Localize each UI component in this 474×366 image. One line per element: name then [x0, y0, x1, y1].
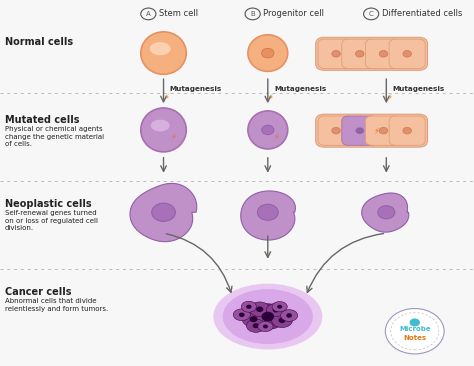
Ellipse shape — [281, 310, 298, 321]
Circle shape — [378, 206, 395, 219]
Text: ⚡: ⚡ — [273, 132, 279, 141]
Circle shape — [385, 309, 444, 354]
FancyBboxPatch shape — [318, 116, 354, 145]
Ellipse shape — [242, 311, 265, 327]
FancyBboxPatch shape — [365, 39, 401, 68]
Circle shape — [278, 317, 286, 323]
Polygon shape — [241, 191, 295, 240]
Circle shape — [356, 127, 364, 134]
Text: Mutagenesis: Mutagenesis — [392, 86, 445, 92]
Text: Mutagenesis: Mutagenesis — [170, 86, 222, 92]
Text: Mutagenesis: Mutagenesis — [274, 86, 326, 92]
Circle shape — [356, 51, 364, 57]
Ellipse shape — [249, 302, 270, 317]
FancyBboxPatch shape — [342, 39, 378, 68]
Text: Mutated cells: Mutated cells — [5, 115, 79, 125]
Text: Physical or chemical agents
change the genetic material
of cells.: Physical or chemical agents change the g… — [5, 126, 104, 147]
Text: Differentiated cells: Differentiated cells — [382, 10, 462, 18]
Circle shape — [256, 306, 264, 312]
Circle shape — [379, 127, 388, 134]
Circle shape — [246, 305, 252, 309]
Ellipse shape — [272, 302, 287, 312]
Ellipse shape — [213, 284, 322, 350]
Ellipse shape — [248, 111, 288, 149]
Text: ⚡: ⚡ — [268, 93, 273, 101]
Circle shape — [410, 318, 420, 326]
Circle shape — [257, 204, 278, 220]
Ellipse shape — [266, 303, 285, 317]
Ellipse shape — [250, 304, 286, 329]
Ellipse shape — [141, 32, 186, 74]
Circle shape — [262, 125, 274, 135]
Circle shape — [262, 312, 274, 321]
Polygon shape — [130, 183, 197, 242]
Text: ⚡: ⚡ — [373, 126, 379, 135]
Text: Neoplastic cells: Neoplastic cells — [5, 199, 91, 209]
Ellipse shape — [151, 120, 170, 131]
FancyBboxPatch shape — [342, 116, 378, 145]
Text: Notes: Notes — [403, 335, 426, 341]
FancyBboxPatch shape — [389, 39, 425, 68]
Circle shape — [277, 305, 282, 309]
Circle shape — [403, 51, 411, 57]
FancyBboxPatch shape — [389, 116, 425, 145]
FancyBboxPatch shape — [316, 114, 428, 147]
FancyBboxPatch shape — [318, 39, 354, 68]
Circle shape — [403, 127, 411, 134]
Text: ⚡: ⚡ — [170, 132, 176, 141]
Text: B: B — [250, 11, 255, 17]
Text: Self-renewal genes turned
on or loss of regulated cell
division.: Self-renewal genes turned on or loss of … — [5, 210, 98, 231]
Circle shape — [379, 51, 388, 57]
Ellipse shape — [233, 309, 250, 321]
Text: ⚡: ⚡ — [386, 93, 392, 101]
Ellipse shape — [258, 321, 273, 332]
Circle shape — [152, 203, 175, 221]
Ellipse shape — [150, 42, 171, 55]
FancyBboxPatch shape — [365, 116, 401, 145]
Ellipse shape — [141, 108, 186, 152]
Ellipse shape — [241, 301, 256, 312]
Circle shape — [253, 323, 259, 328]
Text: Stem cell: Stem cell — [159, 10, 198, 18]
Text: ⚡: ⚡ — [164, 93, 169, 101]
Text: A: A — [146, 11, 151, 17]
Circle shape — [273, 307, 279, 313]
Circle shape — [262, 48, 274, 58]
FancyBboxPatch shape — [316, 37, 428, 70]
Circle shape — [250, 316, 257, 322]
Ellipse shape — [248, 35, 288, 71]
Circle shape — [239, 313, 245, 317]
Text: Normal cells: Normal cells — [5, 37, 73, 46]
Ellipse shape — [272, 313, 292, 328]
Text: Abnormal cells that divide
relentlessly and form tumors.: Abnormal cells that divide relentlessly … — [5, 298, 108, 311]
Text: Cancer cells: Cancer cells — [5, 287, 71, 297]
Circle shape — [332, 127, 340, 134]
Text: Progenitor cell: Progenitor cell — [263, 10, 324, 18]
Ellipse shape — [223, 289, 313, 344]
Text: C: C — [369, 11, 374, 17]
Text: Microbe: Microbe — [399, 326, 430, 332]
Ellipse shape — [246, 319, 265, 332]
Polygon shape — [362, 193, 409, 232]
Circle shape — [332, 51, 340, 57]
Circle shape — [263, 325, 268, 328]
Circle shape — [286, 313, 292, 318]
